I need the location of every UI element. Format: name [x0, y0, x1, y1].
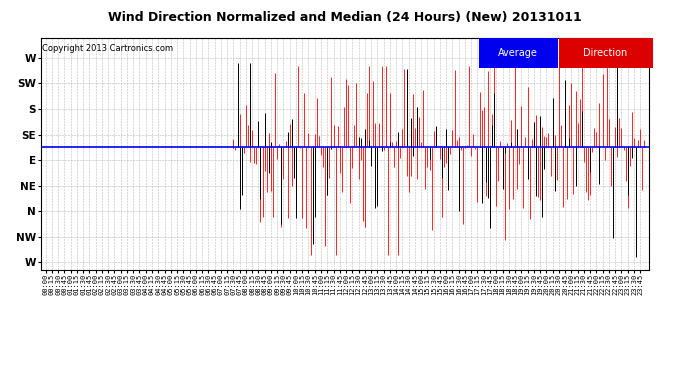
Text: Average: Average — [498, 48, 538, 58]
Text: Wind Direction Normalized and Median (24 Hours) (New) 20131011: Wind Direction Normalized and Median (24… — [108, 11, 582, 24]
Text: Direction: Direction — [583, 48, 628, 58]
Text: Copyright 2013 Cartronics.com: Copyright 2013 Cartronics.com — [42, 45, 173, 54]
FancyBboxPatch shape — [479, 38, 558, 68]
FancyBboxPatch shape — [559, 38, 653, 68]
